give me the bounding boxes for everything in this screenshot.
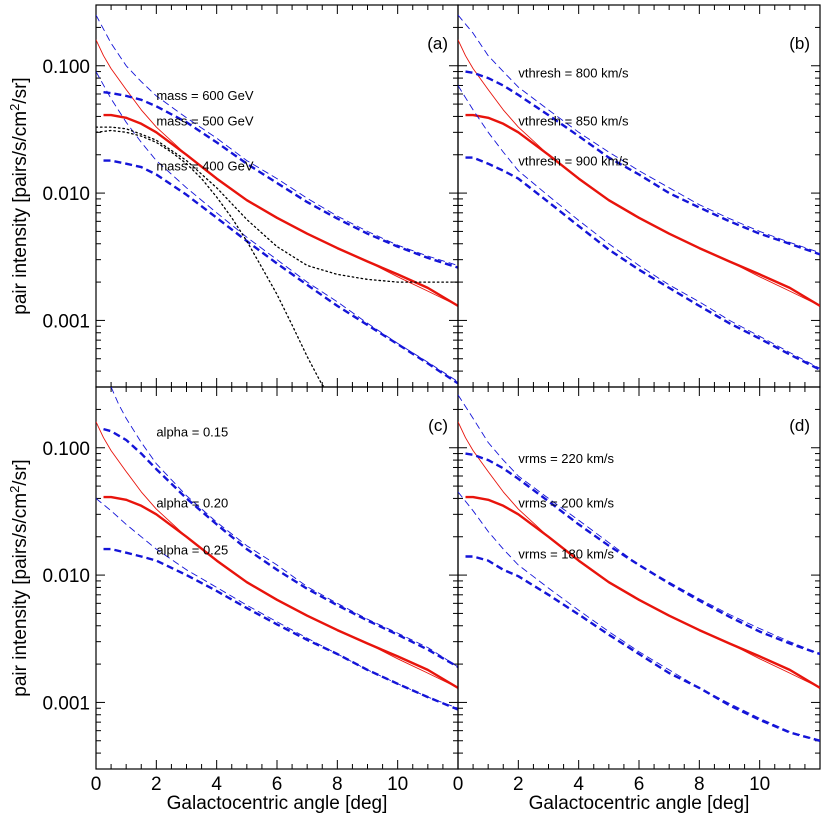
panel-frame (95, 4, 459, 388)
series-variation-line (96, 14, 458, 266)
series-variation-line (103, 547, 458, 711)
series-annotation: mass = 400 GeV (156, 159, 254, 174)
y-axis-title-bottom: pair intensity [pairs/s/cm2/sr] (7, 459, 31, 696)
x-tick-label: 0 (91, 774, 102, 795)
x-tick-label: 6 (272, 774, 283, 795)
series-component-line (96, 129, 327, 387)
series-group (96, 387, 458, 711)
series-observed-line (103, 113, 458, 307)
x-axis-title-left: Galactocentric angle [deg] (167, 793, 388, 814)
series-model-line (458, 421, 820, 689)
series-variation-line (110, 387, 458, 668)
series-annotation: vrms = 220 km/s (518, 451, 614, 466)
series-annotation: vthresh = 900 km/s (518, 153, 629, 168)
panel-a: 0.001 0.010 0.100 mass = 600 GeV mass = 500 … (42, 4, 459, 388)
y-tick-label: 0.100 (42, 439, 90, 460)
panel-c: 0.001 0.010 0.100 0 2 4 6 8 10 alpha = 0.15 alpha … (42, 386, 459, 795)
panel-d: 0 2 4 6 8 10 vrms = 220 km/s vrms = 200 km/s vrm… (453, 386, 821, 795)
series-variation-line (458, 85, 820, 369)
y-tick-label: 0.100 (42, 57, 90, 78)
series-observed-line (103, 495, 458, 689)
axis-labels: Galactocentric angle [deg] Galactocentri… (7, 77, 749, 814)
series-variation-line (96, 498, 458, 709)
series-model-line (96, 39, 458, 307)
x-tick-label: 4 (211, 774, 222, 795)
series-annotation: vrms = 200 km/s (518, 495, 614, 510)
series-annotation: mass = 600 GeV (156, 88, 254, 103)
x-tick-label: 10 (749, 774, 770, 795)
x-tick-label: 0 (453, 774, 464, 795)
x-tick-label: 2 (151, 774, 162, 795)
x-tick-label: 8 (332, 774, 343, 795)
panel-tag: (d) (789, 416, 810, 435)
series-variation-line (103, 159, 458, 385)
series-annotation: alpha = 0.15 (156, 424, 228, 439)
y-tick-label: 0.010 (42, 184, 90, 205)
series-model-line (458, 39, 820, 307)
x-tick-label: 10 (387, 774, 408, 795)
series-model-line (96, 421, 458, 689)
series-variation-line (465, 555, 820, 742)
series-variation-line (103, 91, 458, 269)
x-tick-label: 6 (634, 774, 645, 795)
series-annotation: alpha = 0.25 (156, 543, 228, 558)
y-axis-title-top: pair intensity [pairs/s/cm2/sr] (7, 77, 31, 314)
series-annotation: vrms = 180 km/s (518, 546, 614, 561)
series-variation-line (458, 14, 820, 254)
series-variation-line (96, 71, 458, 383)
series-group (458, 394, 820, 742)
series-group (96, 14, 458, 387)
series-variation-line (465, 156, 820, 371)
series-component-line (96, 126, 458, 283)
series-annotation: mass = 500 GeV (156, 113, 254, 128)
panel-tag: (c) (428, 416, 448, 435)
series-annotation: alpha = 0.20 (156, 495, 228, 510)
series-variation-line (465, 70, 820, 256)
series-annotation: vthresh = 800 km/s (518, 65, 629, 80)
series-variation-line (458, 491, 820, 742)
panel-tag: (a) (427, 34, 448, 53)
series-observed-line (465, 495, 820, 689)
y-tick-label: 0.001 (42, 693, 90, 714)
panel-b: vthresh = 800 km/s vthresh = 850 km/s vthr… (457, 4, 821, 388)
series-variation-line (465, 452, 820, 656)
x-tick-label: 8 (694, 774, 705, 795)
series-annotation: vthresh = 850 km/s (518, 113, 629, 128)
series-group (458, 14, 820, 371)
panel-frame (457, 4, 821, 388)
panel-tag: (b) (789, 34, 810, 53)
y-tick-label: 0.010 (42, 566, 90, 587)
panel-frame (95, 386, 459, 770)
y-tick-label: 0.001 (42, 311, 90, 332)
panels: 0.001 0.010 0.100 mass = 600 GeV mass = 500 … (42, 4, 821, 795)
series-variation-line (458, 394, 820, 655)
x-tick-label: 4 (573, 774, 584, 795)
x-tick-label: 2 (513, 774, 524, 795)
series-variation-line (103, 427, 458, 668)
series-observed-line (465, 113, 820, 307)
x-axis-title-right: Galactocentric angle [deg] (529, 793, 750, 814)
panel-frame (457, 386, 821, 770)
